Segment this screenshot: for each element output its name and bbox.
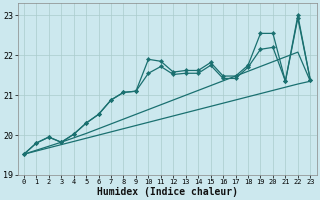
X-axis label: Humidex (Indice chaleur): Humidex (Indice chaleur) [97,186,237,197]
